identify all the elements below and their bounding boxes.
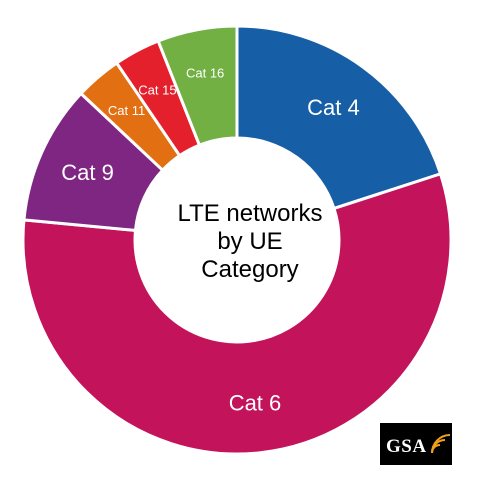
center-label-line-2: by UE — [217, 228, 283, 255]
slice-label-cat-6: Cat 6 — [229, 391, 282, 416]
slice-label-cat-16: Cat 16 — [186, 66, 224, 81]
slice-cat-4 — [235, 24, 443, 211]
gsa-logo: GSA — [380, 423, 452, 465]
slice-cat-6 — [21, 171, 453, 456]
center-label: LTE networks by UE Category — [150, 200, 350, 284]
svg-text:GSA: GSA — [386, 436, 427, 457]
center-label-line-1: LTE networks — [177, 200, 323, 227]
slice-label-cat-4: Cat 4 — [307, 95, 360, 120]
slice-label-cat-11: Cat 11 — [108, 103, 145, 118]
slice-label-cat-15: Cat 15 — [138, 82, 176, 97]
slice-cat-16 — [156, 24, 239, 148]
center-label-line-3: Category — [201, 256, 299, 283]
slice-label-cat-9: Cat 9 — [61, 160, 114, 185]
